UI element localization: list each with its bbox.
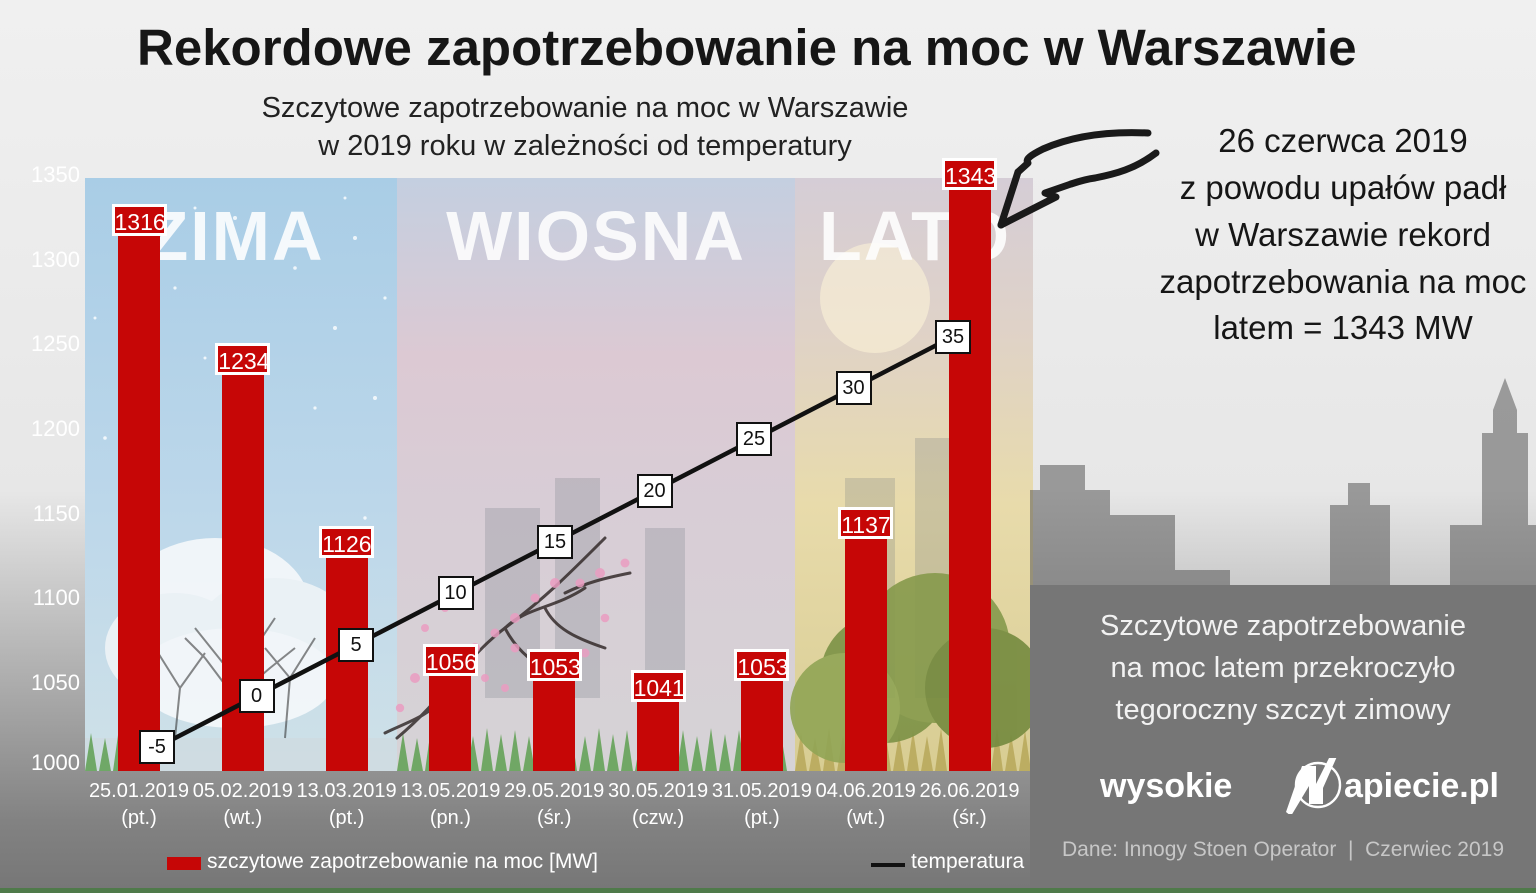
svg-text:wysokie: wysokie (1100, 767, 1232, 805)
svg-text:apiecie.pl: apiecie.pl (1344, 767, 1499, 805)
